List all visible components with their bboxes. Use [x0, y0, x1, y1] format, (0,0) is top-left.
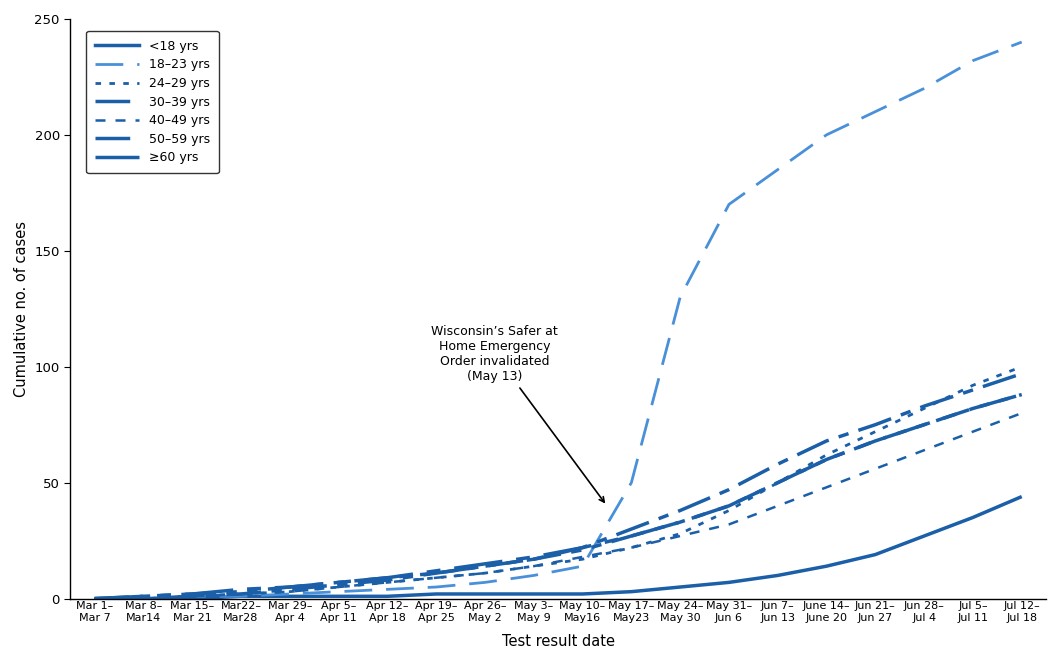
X-axis label: Test result date: Test result date — [501, 634, 615, 649]
Y-axis label: Cumulative no. of cases: Cumulative no. of cases — [14, 221, 29, 396]
Text: Wisconsin’s Safer at
Home Emergency
Order invalidated
(May 13): Wisconsin’s Safer at Home Emergency Orde… — [431, 325, 604, 502]
Legend: <18 yrs, 18–23 yrs, 24–29 yrs, 30–39 yrs, 40–49 yrs, 50–59 yrs, ≥60 yrs: <18 yrs, 18–23 yrs, 24–29 yrs, 30–39 yrs… — [86, 31, 218, 173]
